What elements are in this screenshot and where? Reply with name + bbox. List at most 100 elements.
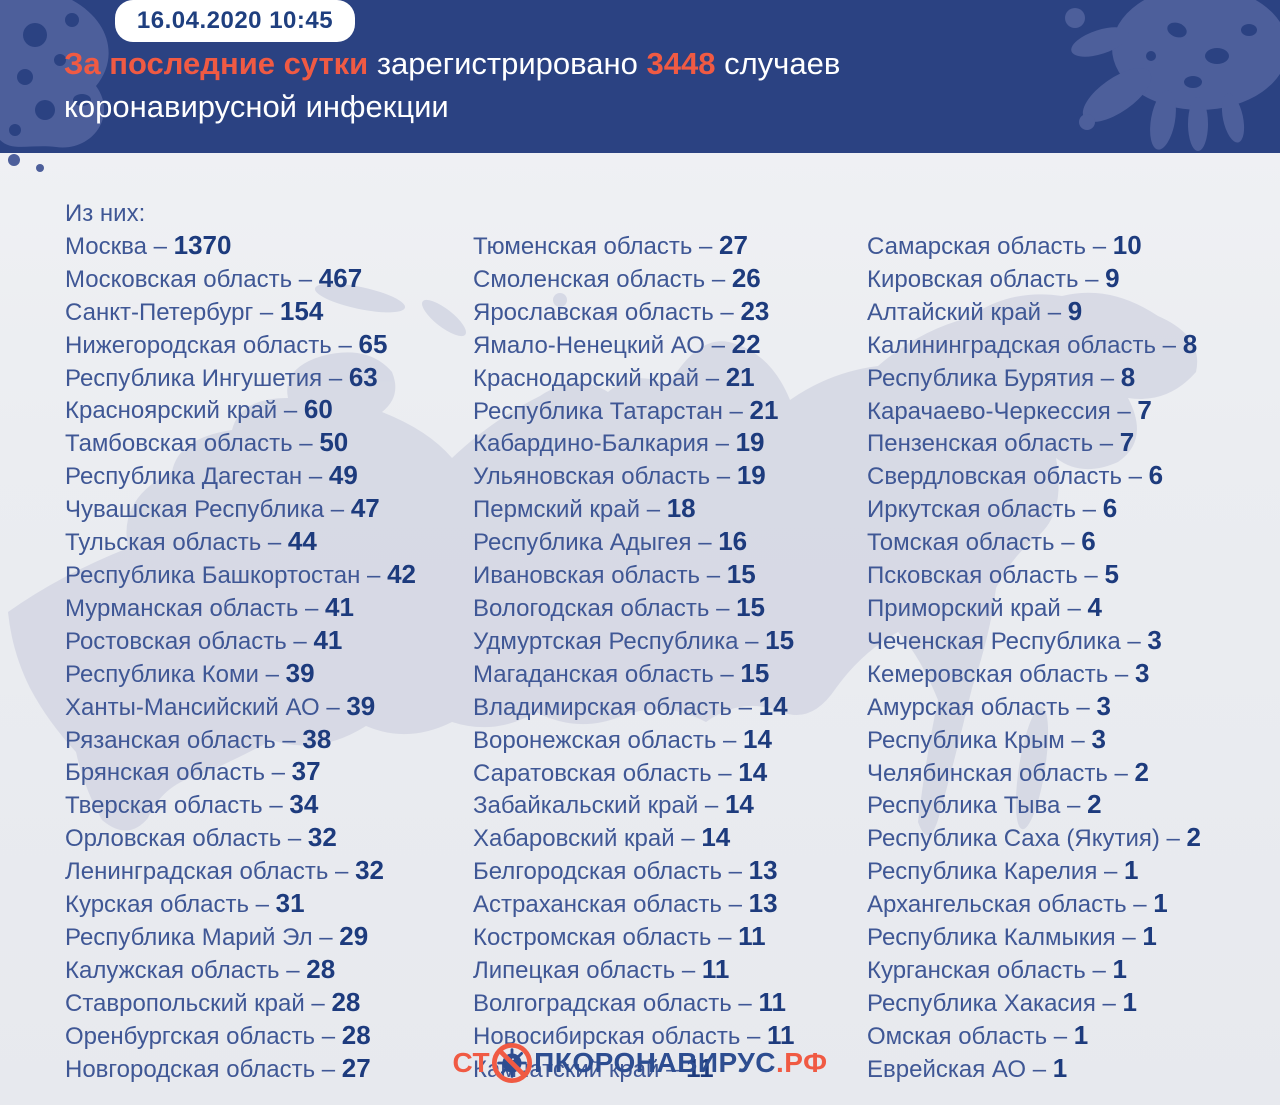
region-row: Владимирская область – 14 — [473, 691, 795, 724]
region-cases: 15 — [765, 624, 795, 655]
region-name: Орловская область – — [65, 825, 308, 853]
region-name: Республика Карелия – — [867, 858, 1125, 886]
region-cases: 41 — [325, 591, 354, 622]
region-cases: 18 — [666, 493, 696, 524]
region-cases: 38 — [302, 723, 332, 754]
region-row: Московская область – 467 — [65, 263, 416, 296]
region-row: Еврейская АО – 1 — [867, 1053, 1201, 1086]
logo-text-rf: .РФ — [775, 1047, 828, 1078]
header: 16.04.2020 10:45 За последние сутки заре… — [0, 0, 1280, 172]
region-cases: 2 — [1186, 822, 1202, 853]
region-cases: 49 — [328, 460, 358, 491]
region-row: Краснодарский край – 21 — [473, 362, 795, 395]
region-name: Ханты-Мансийский АО – — [65, 693, 347, 721]
region-cases: 5 — [1104, 559, 1119, 590]
region-name: Республика Бурятия – — [867, 364, 1121, 392]
region-row: Ульяновская область – 19 — [473, 460, 795, 493]
region-name: Тверская область – — [65, 792, 290, 820]
region-name: Ростовская область – — [65, 627, 314, 655]
region-cases: 11 — [738, 921, 766, 952]
region-cases: 47 — [350, 493, 380, 524]
region-row: Республика Татарстан – 21 — [473, 395, 795, 428]
region-row: Волгоградская область – 11 — [473, 987, 795, 1020]
title-accent-count: 3448 — [646, 46, 716, 81]
region-name: Архангельская область – — [867, 891, 1154, 919]
region-name: Тюменская область – — [473, 233, 720, 260]
region-row: Иркутская область – 6 — [867, 493, 1201, 526]
region-cases: 2 — [1087, 789, 1102, 820]
region-row: Псковская область – 5 — [867, 559, 1201, 592]
region-cases: 19 — [736, 460, 766, 491]
region-row: Приморский край – 4 — [867, 592, 1201, 625]
region-cases: 28 — [306, 953, 336, 984]
region-cases: 2 — [1134, 756, 1150, 787]
title-text-registered: зарегистрировано — [376, 46, 638, 81]
region-name: Карачаево-Черкессия – — [867, 397, 1138, 425]
region-cases: 39 — [346, 690, 376, 721]
region-name: Смоленская область – — [473, 265, 732, 293]
region-name: Иркутская область – — [867, 496, 1103, 524]
region-row: Ханты-Мансийский АО – 39 — [65, 691, 416, 724]
region-cases: 21 — [725, 361, 755, 392]
region-cases: 34 — [289, 789, 319, 820]
region-name: Чеченская Республика – — [867, 627, 1148, 655]
region-cases: 1 — [1153, 888, 1168, 919]
region-row: Чеченская Республика – 3 — [867, 625, 1201, 658]
region-name: Республика Ингушетия – — [65, 364, 349, 392]
region-name: Красноярский край – — [65, 397, 304, 425]
region-row: Калининградская область – 8 — [867, 329, 1201, 362]
region-name: Республика Калмыкия – — [867, 924, 1143, 952]
region-row: Воронежская область – 14 — [473, 724, 795, 757]
region-name: Алтайский край – — [867, 298, 1068, 326]
logo-text-pkoronavirus: ПКОРОНАВИРУС — [534, 1047, 776, 1078]
region-name: Белгородская область – — [473, 858, 749, 886]
region-name: Ямало-Ненецкий АО – — [473, 331, 732, 359]
region-cases: 1 — [1122, 986, 1137, 1017]
region-name: Волгоградская область – — [473, 989, 759, 1017]
region-cases: 37 — [291, 756, 321, 787]
region-cases: 7 — [1137, 394, 1152, 425]
region-cases: 63 — [348, 361, 378, 392]
region-row: Кировская область – 9 — [867, 263, 1201, 296]
intro-label: Из них: — [65, 200, 146, 227]
timestamp-badge: 16.04.2020 10:45 — [115, 0, 355, 42]
region-column-2: Тюменская область – 27 Смоленская область… — [473, 230, 795, 1086]
region-name: Республика Хакасия – — [867, 989, 1123, 1017]
region-name: Республика Татарстан – — [473, 397, 750, 425]
region-cases: 4 — [1087, 591, 1102, 622]
region-row: Москва – 1370 — [65, 230, 416, 263]
region-row: Архангельская область – 1 — [867, 888, 1201, 921]
region-row: Свердловская область – 6 — [867, 460, 1201, 493]
region-cases: 44 — [287, 526, 317, 557]
region-row: Ямало-Ненецкий АО – 22 — [473, 329, 795, 362]
title-text-cases: случаев — [724, 46, 841, 81]
region-cases: 1 — [1112, 953, 1127, 984]
region-row: Ростовская область – 41 — [65, 625, 416, 658]
region-name: Пермский край – — [473, 496, 667, 524]
region-row: Тульская область – 44 — [65, 526, 416, 559]
region-row: Костромская область – 11 — [473, 921, 795, 954]
region-name: Республика Крым – — [867, 726, 1092, 754]
region-row: Республика Башкортостан – 42 — [65, 559, 416, 592]
region-name: Рязанская область – — [65, 726, 303, 754]
region-name: Республика Дагестан – — [65, 463, 329, 491]
region-name: Пензенская область – — [867, 430, 1120, 458]
region-cases: 15 — [736, 591, 766, 622]
region-name: Республика Коми – — [65, 660, 286, 688]
region-name: Липецкая область – — [473, 956, 702, 984]
region-cases: 14 — [701, 822, 731, 853]
region-name: Забайкальский край – — [473, 792, 725, 820]
region-cases: 60 — [303, 394, 333, 425]
region-row: Брянская область – 37 — [65, 756, 416, 789]
region-cases: 9 — [1105, 262, 1120, 293]
region-name: Республика Марий Эл – — [65, 923, 340, 951]
region-cases: 154 — [279, 295, 324, 326]
region-name: Ленинградская область – — [65, 858, 356, 886]
region-name: Тамбовская область – — [65, 430, 320, 458]
region-row: Тамбовская область – 50 — [65, 427, 416, 460]
region-row: Республика Тыва – 2 — [867, 789, 1201, 822]
region-cases: 28 — [341, 1019, 371, 1050]
region-cases: 8 — [1182, 328, 1198, 359]
region-cases: 13 — [748, 888, 778, 919]
region-name: Ярославская область – — [473, 298, 741, 326]
